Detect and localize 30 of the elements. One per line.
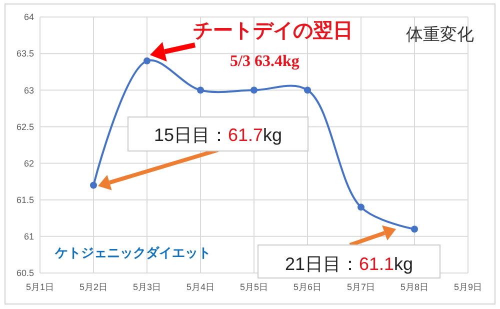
x-tick-label: 5月8日 xyxy=(400,282,429,292)
point xyxy=(358,204,364,211)
x-tick-label: 5月1日 xyxy=(26,282,54,292)
point xyxy=(304,86,311,94)
point xyxy=(90,182,97,189)
y-tick-label: 64 xyxy=(24,12,34,22)
x-tick-label: 5月7日 xyxy=(346,282,376,292)
point xyxy=(197,86,204,94)
x-tick-label: 5月6日 xyxy=(293,282,322,292)
annotation: 21日目：61.1kg xyxy=(284,254,414,274)
x-tick-label: 5月4日 xyxy=(186,282,215,292)
x-tick-label: 5月9日 xyxy=(454,282,482,292)
annotation: 15日目：61.7kg xyxy=(154,125,282,145)
annotation: ケトジェニックダイエット xyxy=(54,245,211,260)
y-tick-label: 62.5 xyxy=(16,122,34,132)
x-tick-label: 5月2日 xyxy=(79,282,108,292)
point xyxy=(144,57,150,64)
y-tick-label: 61.5 xyxy=(16,195,34,206)
text: 体重変化 xyxy=(406,25,474,44)
x-tick-label: 5月3日 xyxy=(132,282,162,292)
y-tick-label: 63 xyxy=(24,85,34,96)
annotation: チートデイの翌日 xyxy=(193,20,353,42)
y-tick-label: 60.5 xyxy=(16,268,34,278)
y-tick-label: 62 xyxy=(24,158,34,168)
y-tick-label: 61 xyxy=(24,232,34,242)
x-tick-label: 5月5日 xyxy=(240,282,268,292)
point xyxy=(250,86,258,94)
annotation: 5/3 63.4kg xyxy=(230,53,300,70)
point xyxy=(411,226,418,233)
y-tick-label: 63.5 xyxy=(16,48,34,59)
